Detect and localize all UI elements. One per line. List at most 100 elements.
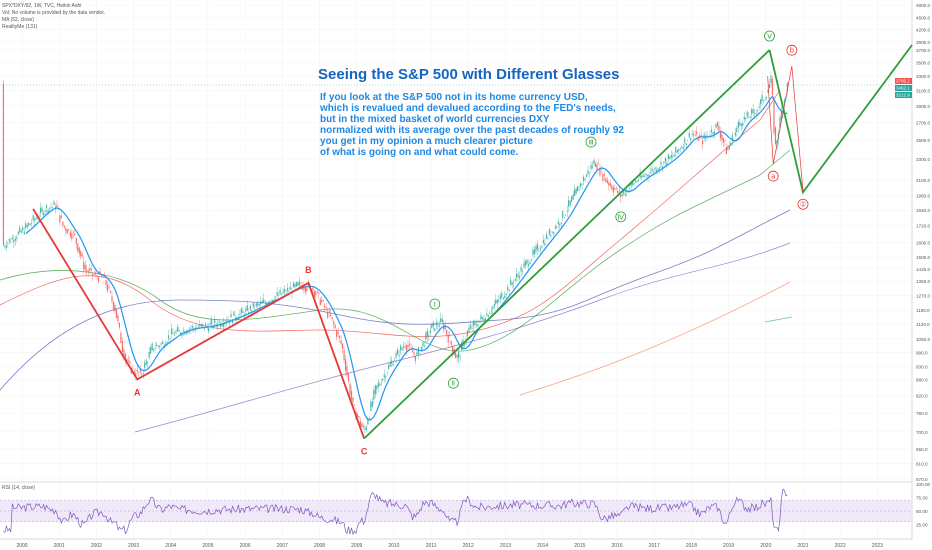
price-candle-body [426, 330, 428, 337]
price-candle-body [414, 355, 417, 362]
price-candle-body [353, 404, 356, 406]
price-candle-body [681, 147, 683, 149]
price-candle-body [98, 277, 100, 282]
price-candle-body [344, 359, 347, 371]
price-candle-body [520, 267, 522, 272]
price-candle-body [190, 328, 192, 329]
price-candle-body [59, 214, 61, 223]
price-candle-body [112, 301, 115, 310]
price-candle-body [663, 161, 665, 164]
price-candle-body [638, 180, 640, 181]
price-candle-body [760, 99, 762, 105]
price-candle-body [676, 150, 678, 153]
price-candle-body [749, 117, 751, 118]
price-candle-body [413, 352, 415, 355]
price-candle-body [527, 264, 530, 267]
price-candle-body [279, 289, 281, 294]
price-candle-body [779, 117, 781, 129]
price-candle-body [313, 290, 315, 298]
x-tick-label: 2003 [128, 543, 139, 549]
price-candle-body [35, 217, 37, 220]
price-candle-body [435, 322, 437, 326]
price-candle-body [605, 178, 607, 183]
price-candle-body [83, 261, 85, 270]
price-candle-body [739, 122, 741, 126]
price-candle-body [239, 313, 241, 315]
price-candle-body [111, 296, 113, 302]
price-candle-body [295, 282, 298, 287]
price-candle-body [514, 278, 516, 281]
price-candle-body [701, 140, 704, 145]
price-candle-body [233, 311, 235, 316]
price-candle-body [645, 174, 647, 176]
price-candle-body [489, 313, 491, 315]
price-candle-body [751, 109, 753, 114]
price-candle-body [678, 148, 680, 151]
price-candle-body [617, 191, 619, 194]
price-candle-body [251, 310, 253, 312]
price-candle-body [502, 297, 504, 300]
price-candle-body [666, 162, 668, 165]
price-candle-body [123, 349, 125, 359]
price-candle-body [556, 227, 558, 229]
x-tick-label: 2020 [760, 543, 771, 549]
price-candle-body [208, 327, 210, 332]
price-candle-body [480, 315, 482, 320]
price-candle-body [261, 301, 263, 304]
x-tick-label: 2014 [537, 543, 548, 549]
price-candle-body [144, 362, 146, 369]
price-candle-body [109, 290, 112, 293]
price-candle-body [621, 194, 623, 196]
price-candle-body [693, 134, 695, 135]
price-candle-body [148, 351, 150, 358]
price-candle-body [553, 231, 555, 234]
price-candle-body [597, 163, 600, 164]
price-candle-body [774, 127, 777, 145]
x-tick-label: 2012 [463, 543, 474, 549]
rsi-tick-label: 100.00 [916, 482, 930, 487]
price-candle-body [214, 319, 216, 324]
price-candle-body [362, 426, 365, 428]
price-candle-body [56, 204, 58, 208]
price-candle-body [754, 112, 756, 114]
price-candle-body [176, 327, 179, 332]
price-candle-body [23, 231, 25, 234]
price-candle-body [568, 200, 570, 207]
wave-label: Ⅱ [452, 380, 455, 388]
price-candle-body [550, 235, 552, 237]
price-candle-body [580, 183, 582, 187]
price-candle-body [533, 250, 536, 254]
price-candle-body [41, 208, 43, 212]
wave-label: Ⅳ [618, 213, 625, 221]
price-candle-body [768, 84, 771, 89]
price-candle-body [365, 426, 367, 431]
price-candle-body [230, 313, 232, 318]
wave-label-circle [429, 298, 441, 310]
y-tick-label: 1840.0 [916, 208, 930, 213]
y-tick-label: 2900.0 [916, 104, 930, 109]
price-candle-body [138, 372, 140, 374]
x-tick-label: 2010 [388, 543, 399, 549]
y-tick-label: 4200.0 [916, 28, 930, 33]
price-candle-body [153, 348, 155, 351]
price-candle-body [511, 282, 513, 285]
price-axis-badge [895, 92, 912, 98]
price-candle-body [477, 324, 479, 327]
wave-label: Ⅴ [767, 33, 772, 41]
price-candle-body [554, 226, 556, 229]
price-candle-body [450, 340, 452, 345]
price-candle-body [582, 176, 585, 182]
price-candle-body [318, 292, 320, 295]
price-candle-body [47, 209, 49, 214]
price-candle-body [199, 323, 201, 327]
y-tick-label: 2300.0 [916, 157, 930, 162]
x-tick-label: 2018 [686, 543, 697, 549]
moving-averages [0, 89, 793, 433]
price-candle-body [670, 154, 672, 158]
wave-label-circle [764, 30, 775, 42]
price-candle-body [563, 217, 565, 218]
plot-background [0, 0, 912, 480]
price-candle-body [221, 323, 223, 327]
price-candle-body [770, 75, 772, 84]
price-candle-body [602, 174, 604, 181]
